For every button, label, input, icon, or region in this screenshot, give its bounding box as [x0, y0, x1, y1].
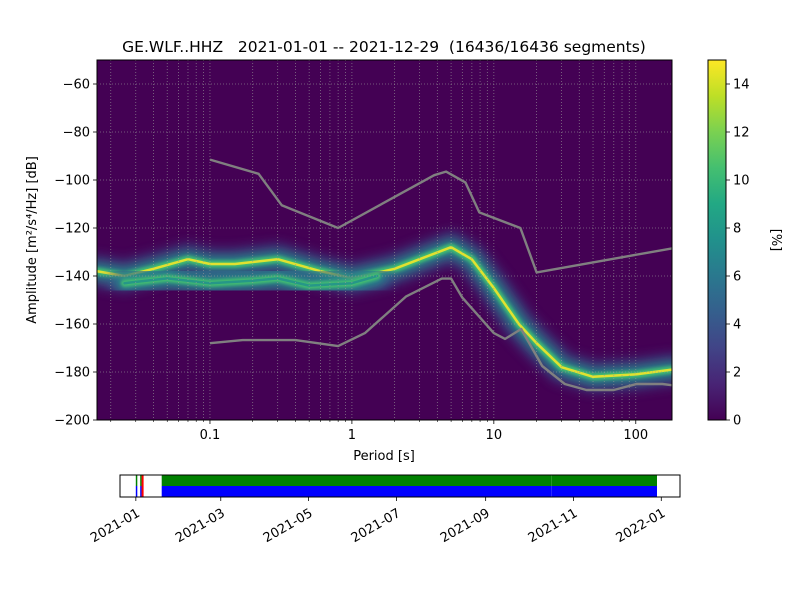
timeline-span-data [551, 475, 657, 486]
timeline-tick-label: 2021-07 [349, 506, 404, 546]
chart-title: GE.WLF..HHZ 2021-01-01 -- 2021-12-29 (16… [122, 38, 646, 56]
timeline-tick-label: 2021-03 [173, 506, 228, 546]
colorbar-tick-label: 12 [733, 126, 750, 141]
y-axis-ticks: −60 −80 −100 −120 −140 −160 −180 −200 [54, 78, 97, 429]
plot-frame [96, 59, 673, 421]
colorbar: 0 2 4 6 8 10 12 14 [%] [707, 59, 783, 429]
colorbar-tick-label: 2 [733, 366, 741, 381]
x-axis-label: Period [s] [353, 449, 415, 464]
timeline-span-covered [135, 486, 138, 497]
colorbar-tick-label: 14 [733, 78, 750, 93]
y-tick-label: −160 [54, 318, 90, 333]
timeline-tick-label: 2021-09 [438, 506, 493, 546]
plot-area: 0.1 1 10 100 −60 −80 −100 −120 −140 −160 −180 −200 [54, 59, 673, 443]
timeline-frame [119, 474, 681, 498]
density-peak-0 [97, 245, 672, 379]
coverage-timeline: 2021-01 2021-03 2021-05 2021-07 2021-09 2021-… [88, 474, 681, 546]
timeline-tick-label: 2022-01 [614, 506, 669, 546]
y-tick-label: −180 [54, 366, 90, 381]
timeline-span-data [135, 475, 138, 486]
timeline-tick-label: 2021-01 [88, 506, 143, 546]
timeline-span-data [161, 475, 552, 486]
timeline-tick-label: 2021-11 [526, 506, 581, 546]
y-tick-label: −100 [54, 174, 90, 189]
x-tick-label: 0.1 [200, 428, 221, 443]
colorbar-label: [%] [768, 229, 783, 252]
y-tick-label: −200 [54, 414, 90, 429]
noise-model-high [209, 158, 672, 274]
colorbar-tick-label: 8 [733, 222, 741, 237]
x-tick-label: 1 [348, 428, 356, 443]
x-tick-label: 100 [623, 428, 648, 443]
timeline-marker [141, 475, 144, 497]
noise-model-low [209, 277, 672, 392]
timeline-span-covered [551, 486, 657, 497]
x-tick-label: 10 [486, 428, 503, 443]
timeline-tick-label: 2021-05 [261, 506, 316, 546]
colorbar-tick-label: 6 [733, 270, 741, 285]
colorbar-tick-label: 10 [733, 174, 750, 189]
y-tick-label: −80 [63, 126, 90, 141]
timeline-spans [135, 475, 657, 497]
density-peak-1 [123, 274, 379, 287]
noise-model-lines [209, 158, 672, 392]
grid-lines [97, 60, 672, 420]
colorbar-tick-label: 0 [733, 414, 741, 429]
colorbar-ticks: 0 2 4 6 8 10 12 14 [726, 78, 750, 429]
timeline-span-covered [161, 486, 552, 497]
timeline-span-covered [140, 486, 142, 497]
y-tick-label: −120 [54, 222, 90, 237]
x-axis-ticks: 0.1 1 10 100 [110, 420, 648, 443]
y-tick-label: −60 [63, 78, 90, 93]
colorbar-gradient [707, 59, 727, 421]
y-tick-label: −140 [54, 270, 90, 285]
colorbar-tick-label: 4 [733, 318, 741, 333]
density-layer [97, 230, 672, 394]
y-axis-label: Amplitude [m²/s⁴/Hz] [dB] [25, 156, 40, 324]
timeline-ticks: 2021-01 2021-03 2021-05 2021-07 2021-09 2021-… [88, 497, 668, 546]
timeline-span-data [140, 475, 142, 486]
